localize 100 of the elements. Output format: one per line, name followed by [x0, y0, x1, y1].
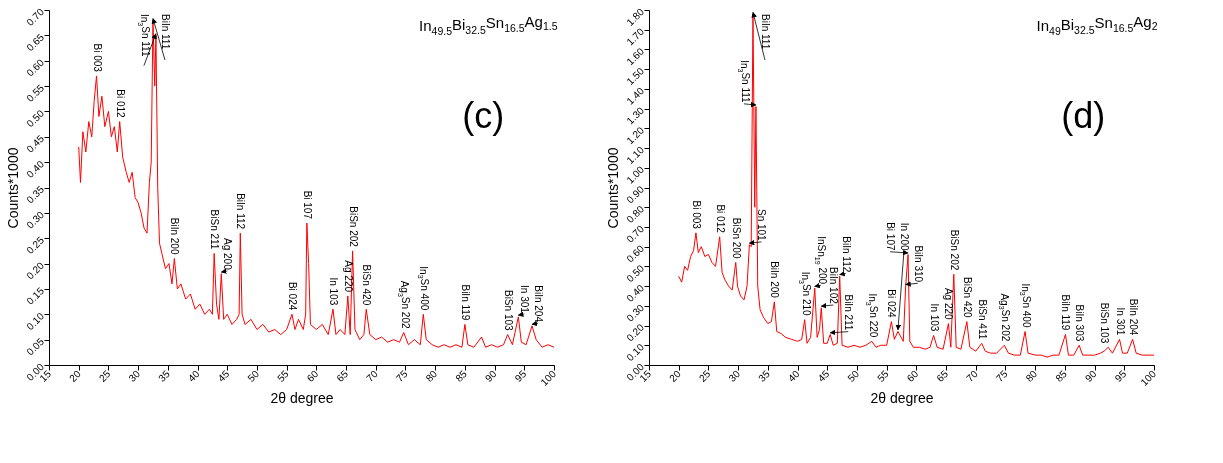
x-axis-title: 2θ degree: [270, 389, 334, 406]
annotation: BiSn 411: [976, 299, 988, 340]
annotation: Bi 012: [714, 204, 726, 234]
x-axis-title: 2θ degree: [870, 389, 934, 406]
y-tick-label: 0.10: [624, 341, 647, 364]
annotation: Ag 200: [222, 238, 234, 271]
x-tick-label: 25: [96, 367, 113, 384]
annotation: BiIn 119: [459, 284, 471, 321]
annotation: BiIn 303: [1074, 304, 1086, 342]
y-tick-label: 0.50: [24, 107, 47, 130]
x-tick-label: 80: [1023, 367, 1040, 384]
y-tick-label: 0.20: [624, 321, 647, 344]
x-tick-label: 30: [126, 367, 143, 384]
annotation: BiIn 119: [1060, 294, 1072, 331]
annotation: In 103: [327, 277, 339, 306]
x-tick-label: 80: [423, 367, 440, 384]
annotation: Bi 012: [114, 89, 126, 119]
annotation: BiIn 200: [769, 261, 781, 299]
y-axis-title: Counts*1000: [605, 147, 622, 229]
y-tick-label: 0.05: [24, 335, 47, 358]
y-tick-label: 0.90: [624, 183, 647, 206]
y-tick-label: 0.30: [24, 208, 47, 231]
y-tick-label: 0.65: [24, 31, 47, 54]
x-tick-label: 40: [785, 367, 802, 384]
annotation: BiIn 111: [159, 14, 171, 50]
x-tick-label: 85: [453, 367, 470, 384]
annotation: Ag 220: [342, 260, 354, 293]
annotation: Bi 107: [885, 222, 897, 251]
annotation: BiSn 420: [361, 264, 373, 306]
annotation: BiSn 103: [1099, 302, 1111, 344]
y-tick-label: 1.40: [624, 84, 647, 107]
x-tick-label: 95: [512, 367, 529, 384]
annotation: BiSn 200: [730, 217, 742, 259]
annotation: Bi 003: [690, 200, 702, 230]
x-tick-label: 35: [156, 367, 173, 384]
chart-title: In$_{49}$Bi$_{32.5}$Sn$_{16.5}$Ag$_{2}$: [1036, 12, 1158, 38]
y-tick-label: 0.40: [24, 158, 47, 180]
x-tick-label: 60: [304, 367, 321, 384]
x-tick-label: 20: [67, 367, 84, 384]
x-tick-label: 20: [667, 367, 684, 384]
x-tick-label: 25: [696, 367, 713, 384]
x-tick-label: 100: [538, 367, 559, 388]
x-tick-label: 50: [245, 367, 262, 384]
y-tick-label: 1.10: [624, 144, 647, 166]
annotation: BiIn 200: [169, 217, 181, 255]
x-tick-label: 70: [964, 367, 981, 384]
x-tick-label: 85: [1053, 367, 1070, 384]
annotation: In 200: [898, 222, 910, 251]
annotation: In 301: [519, 285, 531, 314]
y-tick-label: 1.60: [624, 45, 647, 68]
chart-title: In$_{49.5}$Bi$_{32.5}$Sn$_{16.5}$Ag$_{1.5}$: [419, 12, 558, 38]
y-tick-label: 0.15: [24, 284, 47, 307]
annotation: In 301: [1114, 307, 1126, 336]
annotation: BiSn 202: [948, 229, 960, 271]
y-tick-label: 0.60: [624, 242, 647, 265]
annotation: (d): [1061, 94, 1106, 136]
annotation: BiIn 112: [235, 193, 247, 230]
x-tick-label: 90: [1082, 367, 1099, 384]
annotation: BiIn 204: [533, 285, 545, 323]
annotation: BiSn 420: [961, 277, 973, 319]
y-tick-label: 1.80: [624, 5, 647, 28]
annotation: BiSn 202: [347, 206, 359, 248]
annotation: Bi 107: [301, 190, 313, 220]
x-tick-label: 45: [215, 367, 232, 384]
y-tick-label: 0.40: [624, 282, 647, 304]
annotation: Bi 024: [286, 281, 298, 311]
annotation: BiIn 204: [1127, 298, 1139, 336]
annotation: Bi 024: [886, 289, 898, 319]
annotation: In 103: [928, 303, 940, 332]
x-tick-label: 35: [756, 367, 773, 384]
y-tick-label: 0.70: [24, 5, 47, 28]
x-tick-label: 95: [1112, 367, 1129, 384]
annotation: BiIn 111: [759, 14, 771, 50]
annotation: BiSn 211: [209, 209, 221, 250]
x-tick-label: 55: [275, 367, 291, 384]
annotation: BiIn 112: [840, 236, 852, 273]
annotation: Ag 220: [943, 287, 955, 321]
x-tick-label: 60: [904, 367, 921, 384]
y-tick-label: 1.20: [624, 124, 647, 147]
annotation: BiIn 211: [843, 294, 855, 331]
y-tick-label: 0.20: [24, 259, 47, 282]
y-tick-label: 0.50: [624, 262, 647, 285]
x-tick-label: 50: [845, 367, 862, 384]
y-tick-label: 0.45: [24, 132, 47, 155]
y-tick-label: 0.60: [24, 56, 47, 79]
y-axis-title: Counts*1000: [5, 147, 22, 229]
y-tick-label: 0.10: [24, 310, 47, 333]
y-tick-label: 0.30: [624, 301, 647, 324]
annotation: (c): [462, 94, 505, 136]
x-tick-label: 75: [993, 367, 1010, 384]
y-tick-label: 1.50: [624, 65, 647, 87]
annotation: Bi 003: [91, 43, 103, 73]
x-tick-label: 40: [185, 367, 202, 384]
x-tick-label: 45: [815, 367, 832, 384]
annotation: Sn 101: [756, 208, 768, 242]
x-tick-label: 100: [1138, 367, 1159, 388]
annotation: BiSn 103: [502, 289, 514, 331]
x-tick-label: 65: [934, 367, 951, 384]
x-tick-label: 65: [334, 367, 351, 384]
x-tick-label: 75: [393, 367, 410, 384]
